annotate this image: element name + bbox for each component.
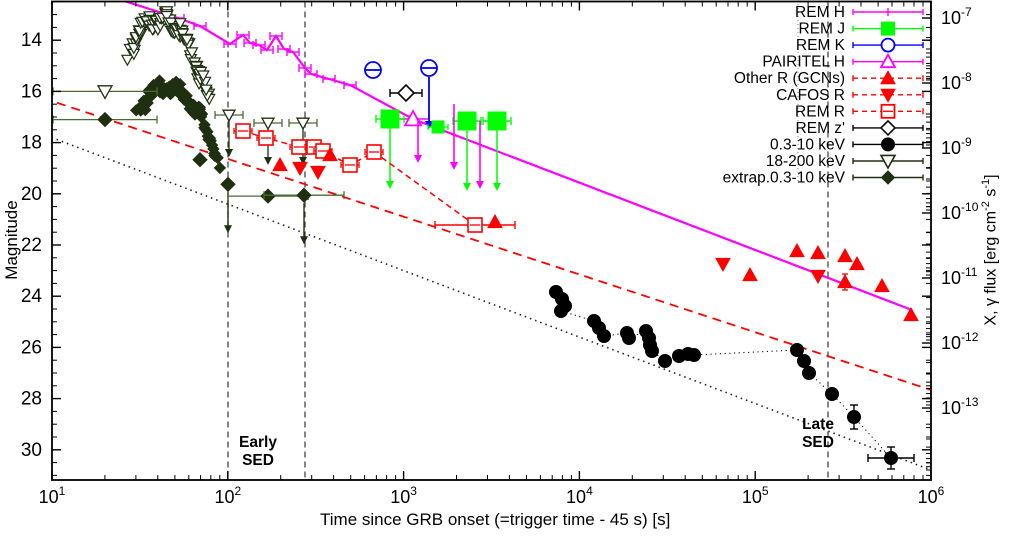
svg-text:14: 14 xyxy=(21,30,43,51)
svg-text:24: 24 xyxy=(21,286,43,307)
svg-text:26: 26 xyxy=(21,337,42,358)
svg-text:REM J: REM J xyxy=(799,21,846,38)
svg-text:REM H: REM H xyxy=(795,4,845,21)
svg-text:30: 30 xyxy=(21,440,42,461)
svg-text:0.3-10 keV: 0.3-10 keV xyxy=(770,136,846,153)
svg-text:22: 22 xyxy=(21,235,42,256)
svg-text:28: 28 xyxy=(21,389,42,410)
svg-text:PAIRITEL H: PAIRITEL H xyxy=(762,54,845,71)
svg-text:18: 18 xyxy=(21,133,42,154)
svg-text:REM K: REM K xyxy=(796,37,846,54)
svg-text:CAFOS R: CAFOS R xyxy=(776,87,845,104)
svg-text:REM R: REM R xyxy=(795,103,845,120)
svg-text:20: 20 xyxy=(21,184,42,205)
svg-text:18-200 keV: 18-200 keV xyxy=(766,153,846,170)
svg-text:16: 16 xyxy=(21,81,42,102)
svg-text:REM z': REM z' xyxy=(796,120,846,137)
svg-text:Other R (GCNs): Other R (GCNs) xyxy=(734,70,845,87)
svg-text:extrap.0.3-10 keV: extrap.0.3-10 keV xyxy=(723,170,846,187)
